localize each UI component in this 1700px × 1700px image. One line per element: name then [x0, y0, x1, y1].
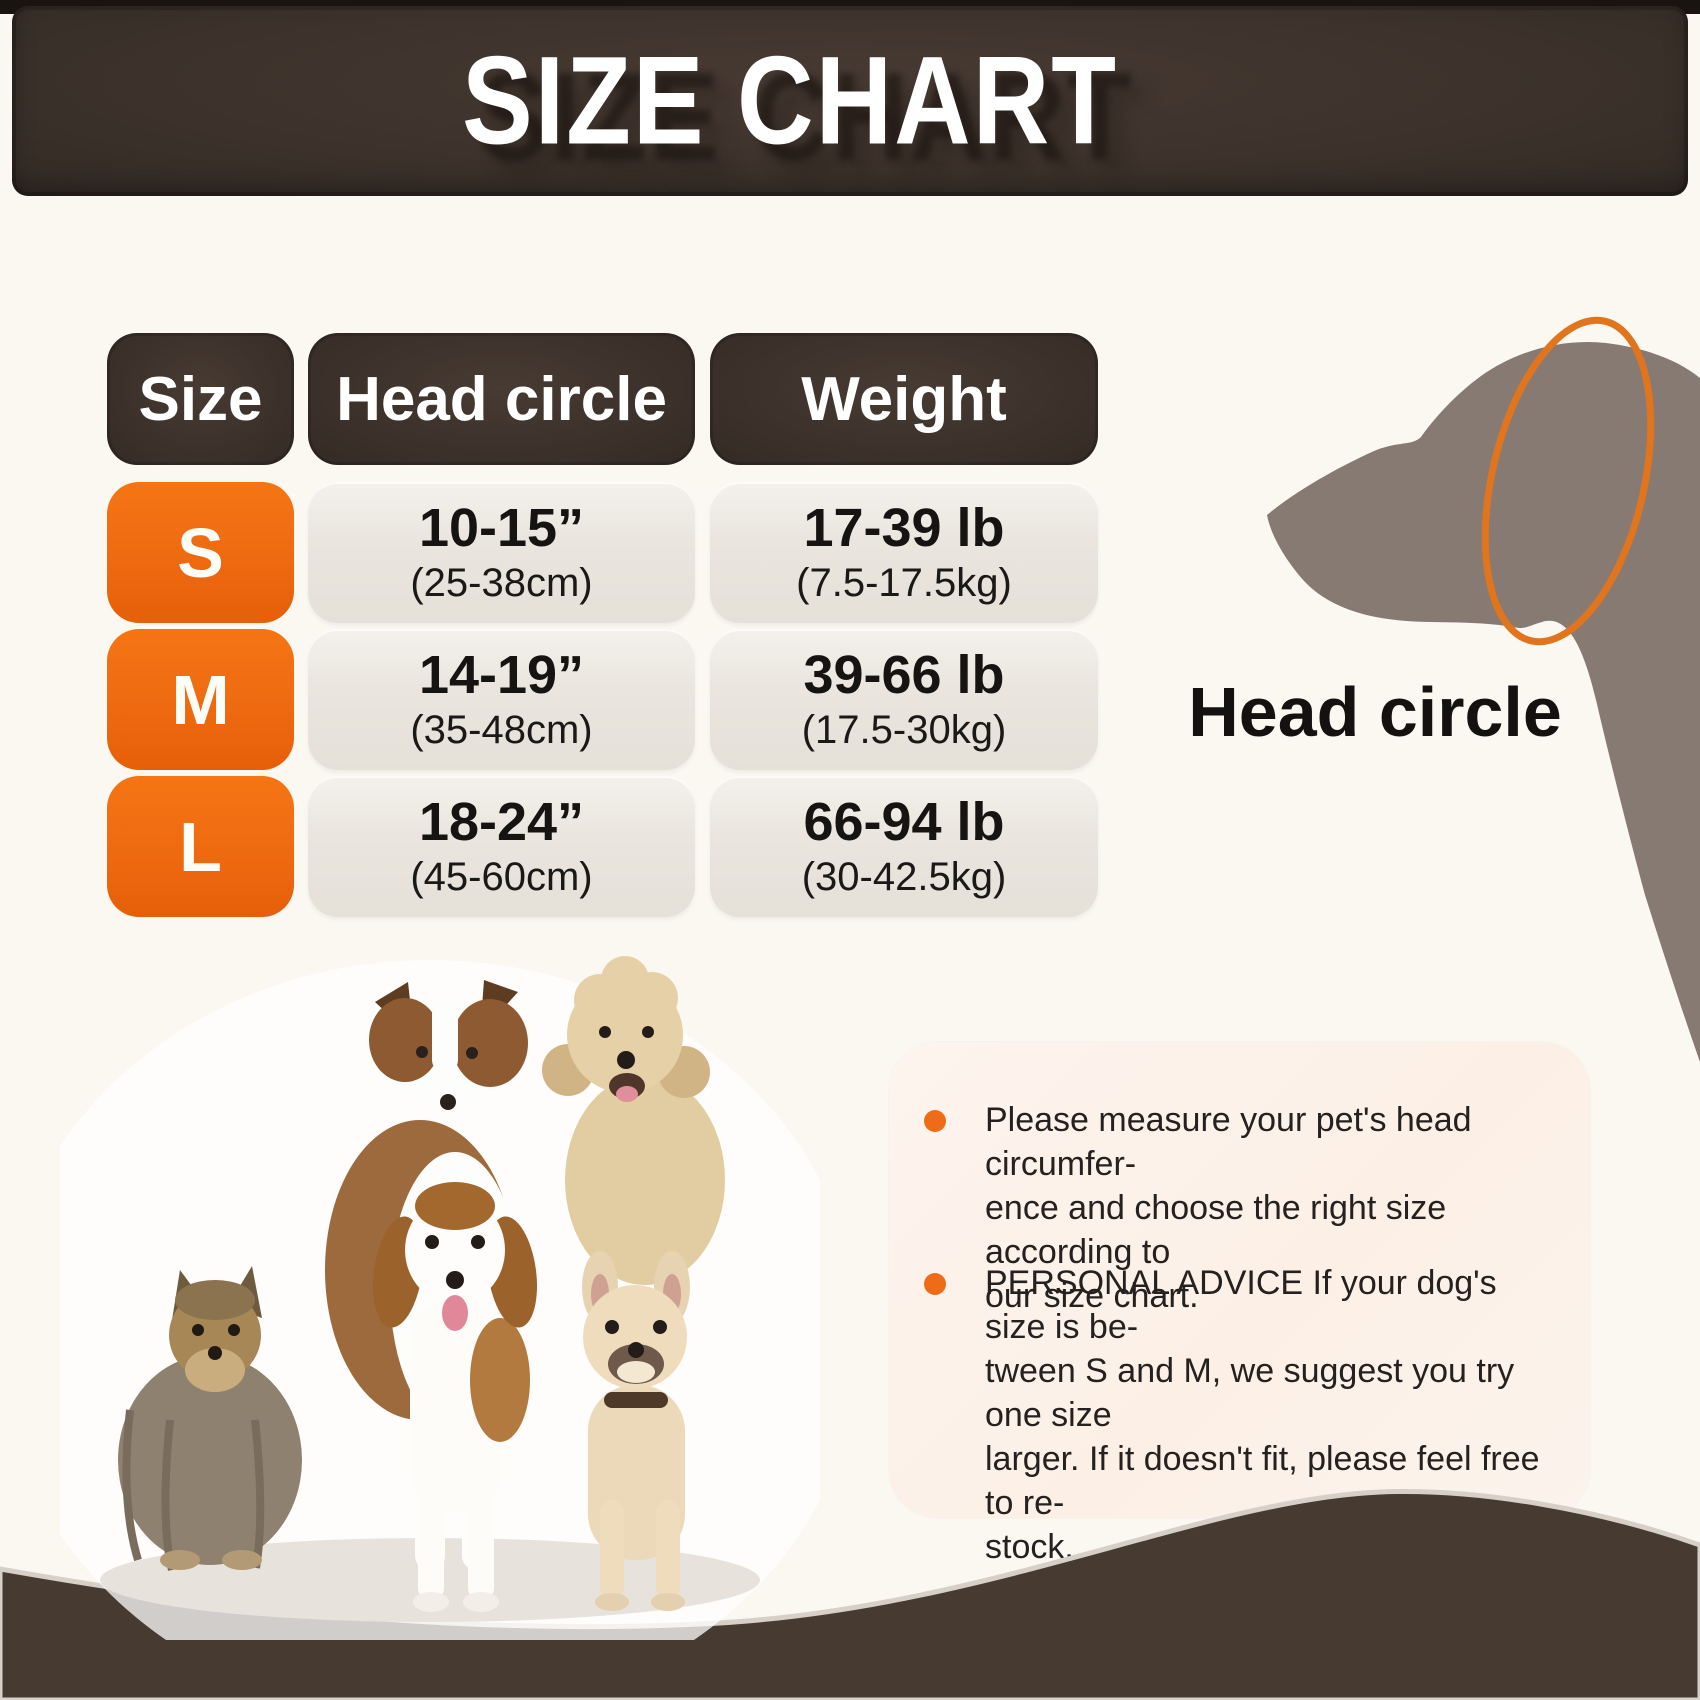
- head-value-s: 10-15”: [418, 498, 585, 559]
- note-line: Please measure your pet's head circumfer…: [985, 1101, 1472, 1183]
- dog-goldendoodle: [542, 956, 725, 1285]
- table-cell-weight-l: 66-94 lb (30-42.5kg): [710, 776, 1098, 917]
- head-metric-l: (45-60cm): [410, 854, 593, 899]
- dogs-ground-shadow: [100, 1538, 760, 1622]
- column-header-size: Size: [107, 333, 294, 465]
- size-badge-s: S: [107, 482, 294, 623]
- weight-value-s: 17-39 lb: [803, 498, 1005, 559]
- weight-value-m: 39-66 lb: [803, 645, 1005, 706]
- head-metric-m: (35-48cm): [410, 707, 593, 752]
- head-metric-s: (25-38cm): [410, 560, 593, 605]
- bullet-icon: [924, 1110, 946, 1132]
- header-banner: SIZE CHART: [12, 6, 1688, 196]
- table-cell-weight-m: 39-66 lb (17.5-30kg): [710, 629, 1098, 770]
- size-badge-l: L: [107, 776, 294, 917]
- dogs-photo: [60, 956, 820, 1640]
- page-title: SIZE CHART: [462, 30, 1118, 171]
- note-line: PERSONAL ADVICE If your dog's size is be…: [985, 1264, 1497, 1346]
- dog-collie: [325, 980, 528, 1570]
- bullet-icon: [924, 1273, 946, 1295]
- measuring-ring-icon: [1481, 316, 1655, 646]
- notes-panel: Please measure your pet's head circumfer…: [889, 1042, 1590, 1566]
- weight-metric-s: (7.5-17.5kg): [796, 560, 1012, 605]
- column-header-head-circle: Head circle: [308, 333, 695, 465]
- note-line: stock.: [985, 1528, 1074, 1566]
- note-line: larger. If it doesn't fit, please feel f…: [985, 1440, 1540, 1522]
- weight-metric-m: (17.5-30kg): [801, 707, 1007, 752]
- head-circle-label: Head circle: [1188, 673, 1562, 751]
- note-line: tween S and M, we suggest you try one si…: [985, 1352, 1515, 1434]
- weight-metric-l: (30-42.5kg): [801, 854, 1007, 899]
- dog-beagle: [372, 1182, 538, 1612]
- head-value-m: 14-19”: [418, 645, 585, 706]
- note-line: our size chart.: [985, 1277, 1199, 1315]
- note-measure: Please measure your pet's head circumfer…: [985, 1098, 1560, 1318]
- dog-french-bulldog: [582, 1251, 690, 1611]
- head-value-l: 18-24”: [418, 792, 585, 853]
- note-advice: PERSONAL ADVICE If your dog's size is be…: [985, 1261, 1560, 1569]
- weight-value-l: 66-94 lb: [803, 792, 1005, 853]
- table-cell-head-l: 18-24” (45-60cm): [308, 776, 695, 917]
- note-line: ence and choose the right size according…: [985, 1189, 1447, 1271]
- photo-backdrop: [60, 960, 820, 1640]
- table-cell-head-s: 10-15” (25-38cm): [308, 482, 695, 623]
- dog-yorkshire-terrier: [118, 1266, 302, 1571]
- table-cell-head-m: 14-19” (35-48cm): [308, 629, 695, 770]
- size-badge-m: M: [107, 629, 294, 770]
- column-header-weight: Weight: [710, 333, 1098, 465]
- table-cell-weight-s: 17-39 lb (7.5-17.5kg): [710, 482, 1098, 623]
